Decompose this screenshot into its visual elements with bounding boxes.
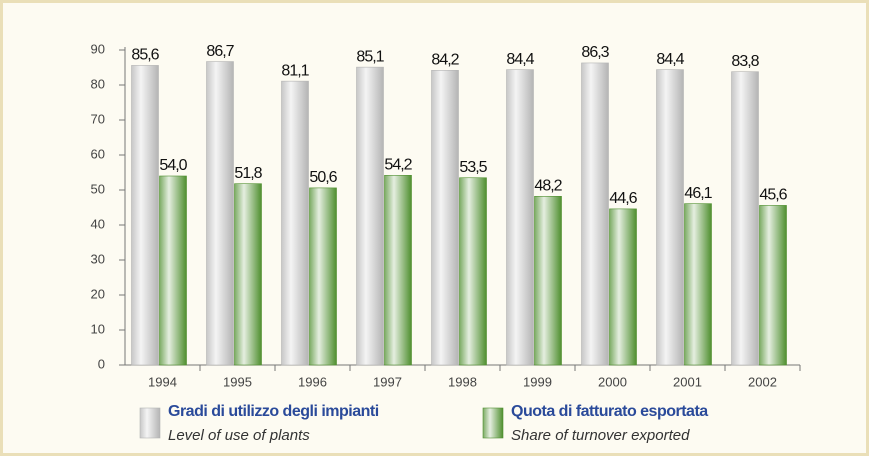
bar — [309, 187, 337, 366]
value-label: 46,1 — [684, 185, 712, 202]
bar — [356, 66, 384, 366]
chart: 0 10 20 30 40 50 60 70 80 90 1994 85,6 54,0 1995 86,7 5… — [91, 41, 801, 444]
y-tick-label: 10 — [91, 321, 105, 336]
x-tick-label: 1995 — [223, 374, 252, 389]
legend-swatch — [482, 407, 504, 439]
y-tick-label: 80 — [91, 76, 105, 91]
y-tick-label: 20 — [91, 286, 105, 301]
y-tick-label: 50 — [91, 181, 105, 196]
x-tick-label: 2001 — [673, 374, 702, 389]
x-tick-label: 2000 — [598, 374, 627, 389]
value-label: 85,6 — [131, 47, 159, 64]
bar — [281, 80, 309, 366]
bar — [581, 62, 609, 366]
value-label: 81,1 — [281, 62, 309, 79]
value-label: 86,3 — [581, 44, 609, 61]
value-label: 84,2 — [431, 52, 459, 69]
value-label: 84,4 — [506, 51, 534, 68]
legend-sublabel: Share of turnover exported — [511, 427, 690, 444]
bar — [506, 69, 534, 366]
legend-swatch — [139, 407, 161, 439]
bar — [384, 175, 412, 366]
value-label: 85,1 — [356, 48, 384, 65]
y-tick-label: 90 — [91, 41, 105, 56]
value-label: 84,4 — [656, 51, 684, 68]
value-label: 86,7 — [206, 43, 234, 60]
x-tick-label: 1994 — [148, 374, 177, 389]
x-tick-label: 1999 — [523, 374, 552, 389]
bar — [131, 65, 159, 366]
value-label: 45,6 — [759, 187, 787, 204]
x-tick-label: 1996 — [298, 374, 327, 389]
bar — [684, 203, 712, 366]
bar — [206, 61, 234, 366]
value-label: 83,8 — [731, 53, 759, 70]
bar — [609, 208, 637, 366]
x-tick-label: 1997 — [373, 374, 402, 389]
y-tick-label: 60 — [91, 146, 105, 161]
bar — [159, 175, 187, 366]
bar — [534, 196, 562, 366]
bar — [656, 69, 684, 366]
value-label: 50,6 — [309, 169, 337, 186]
value-label: 51,8 — [234, 165, 262, 182]
legend-label: Gradi di utilizzo degli impianti — [168, 403, 379, 420]
value-label: 54,0 — [159, 157, 187, 174]
y-tick-label: 70 — [91, 111, 105, 126]
y-tick-label: 30 — [91, 251, 105, 266]
bar — [731, 71, 759, 366]
y-tick-label: 0 — [98, 356, 105, 371]
value-label: 48,2 — [534, 178, 562, 195]
value-label: 53,5 — [459, 159, 487, 176]
bar — [234, 183, 262, 366]
bar — [759, 205, 787, 366]
x-tick-label: 1998 — [448, 374, 477, 389]
value-label: 44,6 — [609, 190, 637, 207]
bar — [459, 177, 487, 366]
legend-label: Quota di fatturato esportata — [511, 403, 708, 420]
x-tick-label: 2002 — [748, 374, 777, 389]
bar — [431, 70, 459, 366]
value-label: 54,2 — [384, 157, 412, 174]
legend-sublabel: Level of use of plants — [168, 427, 310, 444]
y-tick-label: 40 — [91, 216, 105, 231]
